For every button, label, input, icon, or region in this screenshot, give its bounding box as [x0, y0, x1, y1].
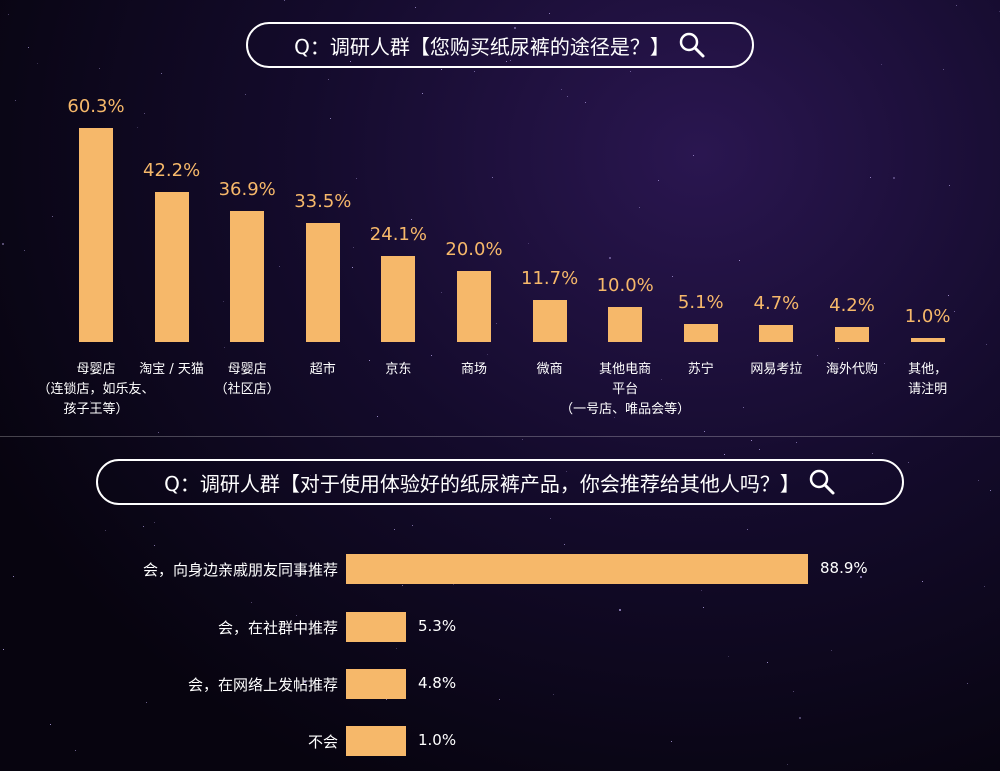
bar	[532, 300, 567, 342]
bar	[910, 338, 945, 342]
bar	[346, 554, 808, 584]
bar	[835, 327, 869, 342]
bar-value-label: 24.1%	[369, 224, 427, 246]
bar	[683, 323, 718, 342]
bar	[79, 128, 113, 342]
category-label: 微商	[536, 362, 563, 377]
bar-value-label: 20.0%	[445, 239, 503, 261]
bar	[759, 325, 794, 342]
bar-value-label: 33.5%	[294, 191, 352, 213]
bar-value-label: 1.0%	[418, 731, 457, 749]
section-divider	[0, 436, 1000, 437]
category-label: 母婴店 （连锁店，如乐友、 孩子王等）	[37, 362, 155, 417]
bar-value-label: 88.9%	[820, 559, 868, 577]
category-label: 母婴店 （社区店）	[214, 362, 280, 397]
category-label: 超市	[309, 362, 336, 377]
category-label: 商场	[460, 362, 487, 377]
bar	[230, 211, 265, 342]
bar-value-label: 5.1%	[677, 291, 724, 313]
bar	[305, 223, 340, 342]
bar	[346, 612, 406, 642]
category-label: 会，在网络上发帖推荐	[187, 676, 338, 694]
bar	[346, 669, 406, 699]
bar-value-label: 42.2%	[143, 160, 201, 182]
bar-value-label: 11.7%	[521, 268, 579, 290]
search-icon	[809, 469, 835, 495]
bar-value-label: 10.0%	[596, 274, 654, 296]
category-label: 京东	[385, 362, 412, 377]
category-label: 其他电商 平台 （一号店、唯品会等）	[560, 362, 691, 417]
category-label: 其他， 请注明	[908, 362, 948, 397]
bar-value-label: 4.2%	[829, 295, 875, 317]
bar-value-label: 4.8%	[418, 674, 457, 692]
category-label: 苏宁	[687, 362, 714, 377]
bar	[346, 726, 406, 756]
bar-value-label: 5.3%	[418, 617, 457, 635]
bar	[154, 192, 189, 342]
category-label: 会，向身边亲戚朋友同事推荐	[142, 561, 338, 579]
category-label: 淘宝 / 天猫	[139, 362, 204, 377]
chart1-title-pill: Q：调研人群【您购买纸尿裤的途径是？】	[246, 22, 754, 68]
chart2-title: Q：调研人群【对于使用体验好的纸尿裤产品，你会推荐给其他人吗？】	[164, 471, 800, 496]
chart2-title-pill: Q：调研人群【对于使用体验好的纸尿裤产品，你会推荐给其他人吗？】	[96, 459, 904, 505]
bar-value-label: 4.7%	[753, 293, 800, 315]
category-label: 海外代购	[825, 362, 878, 377]
search-icon	[679, 32, 705, 58]
category-label: 会，在社群中推荐	[217, 619, 338, 637]
chart1-title: Q：调研人群【您购买纸尿裤的途径是？】	[294, 34, 670, 59]
bar-value-label: 1.0%	[904, 306, 951, 328]
bar	[457, 271, 491, 342]
bar-value-label: 36.9%	[218, 179, 276, 201]
bar-value-label: 60.3%	[67, 96, 125, 117]
bar	[608, 306, 643, 342]
category-label: 网易考拉	[750, 362, 803, 377]
bar	[381, 256, 416, 342]
category-label: 不会	[307, 733, 338, 751]
